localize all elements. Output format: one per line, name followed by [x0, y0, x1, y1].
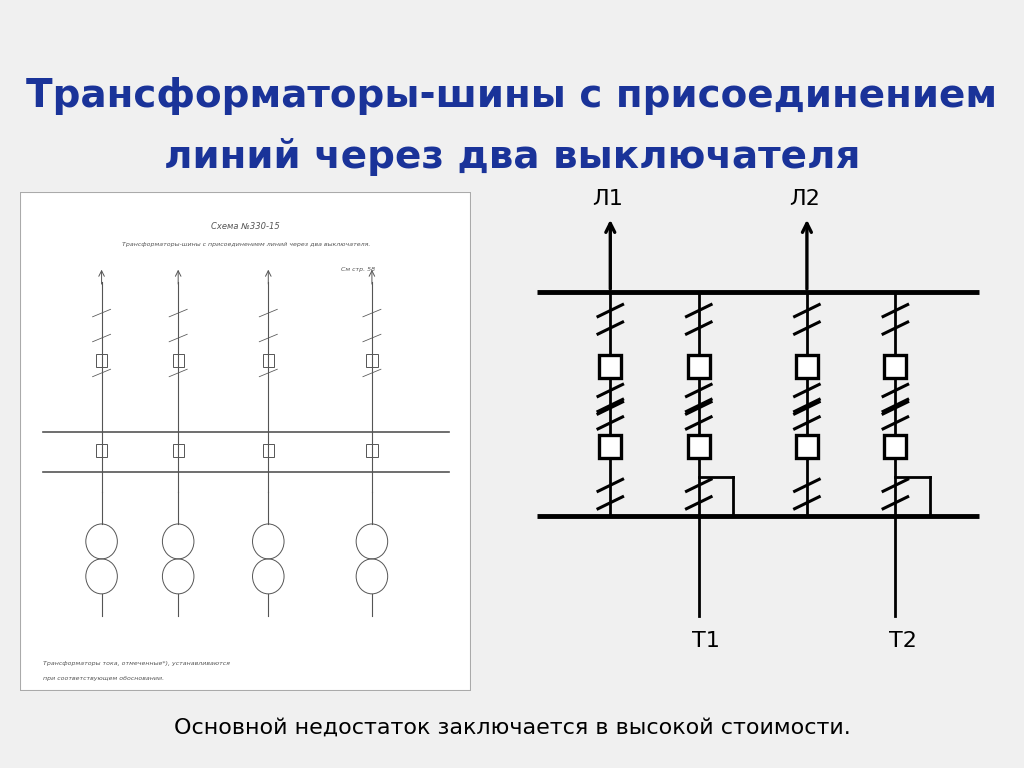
Bar [599, 356, 622, 378]
Bar [796, 435, 818, 458]
Text: Основной недостаток заключается в высокой стоимости.: Основной недостаток заключается в высоко… [174, 717, 850, 737]
Bar [262, 444, 274, 456]
Bar [599, 435, 622, 458]
Bar [172, 444, 184, 456]
Bar [172, 354, 184, 367]
Text: См стр. 58: См стр. 58 [341, 267, 376, 272]
Bar [367, 444, 378, 456]
Bar [796, 356, 818, 378]
Bar [262, 354, 274, 367]
Bar [885, 356, 906, 378]
Bar [885, 435, 906, 458]
Bar [96, 354, 108, 367]
Text: Схема №330-15: Схема №330-15 [211, 222, 281, 231]
Bar [688, 356, 710, 378]
Text: линий через два выключателя: линий через два выключателя [164, 138, 860, 176]
Text: Трансформаторы-шины с присоединением линий через два выключателя.: Трансформаторы-шины с присоединением лин… [122, 242, 370, 247]
Bar [96, 444, 108, 456]
Text: Трансформаторы-шины с присоединением: Трансформаторы-шины с присоединением [27, 77, 997, 114]
Bar [367, 354, 378, 367]
Text: Т1: Т1 [692, 631, 720, 651]
Text: Трансформаторы тока, отмеченные*), устанавливаются: Трансформаторы тока, отмеченные*), устан… [43, 661, 229, 667]
Text: Л1: Л1 [593, 190, 624, 210]
Text: при соответствующем обосновании.: при соответствующем обосновании. [43, 676, 164, 681]
Text: Т2: Т2 [889, 631, 916, 651]
Bar [688, 435, 710, 458]
Text: Л2: Л2 [790, 190, 820, 210]
